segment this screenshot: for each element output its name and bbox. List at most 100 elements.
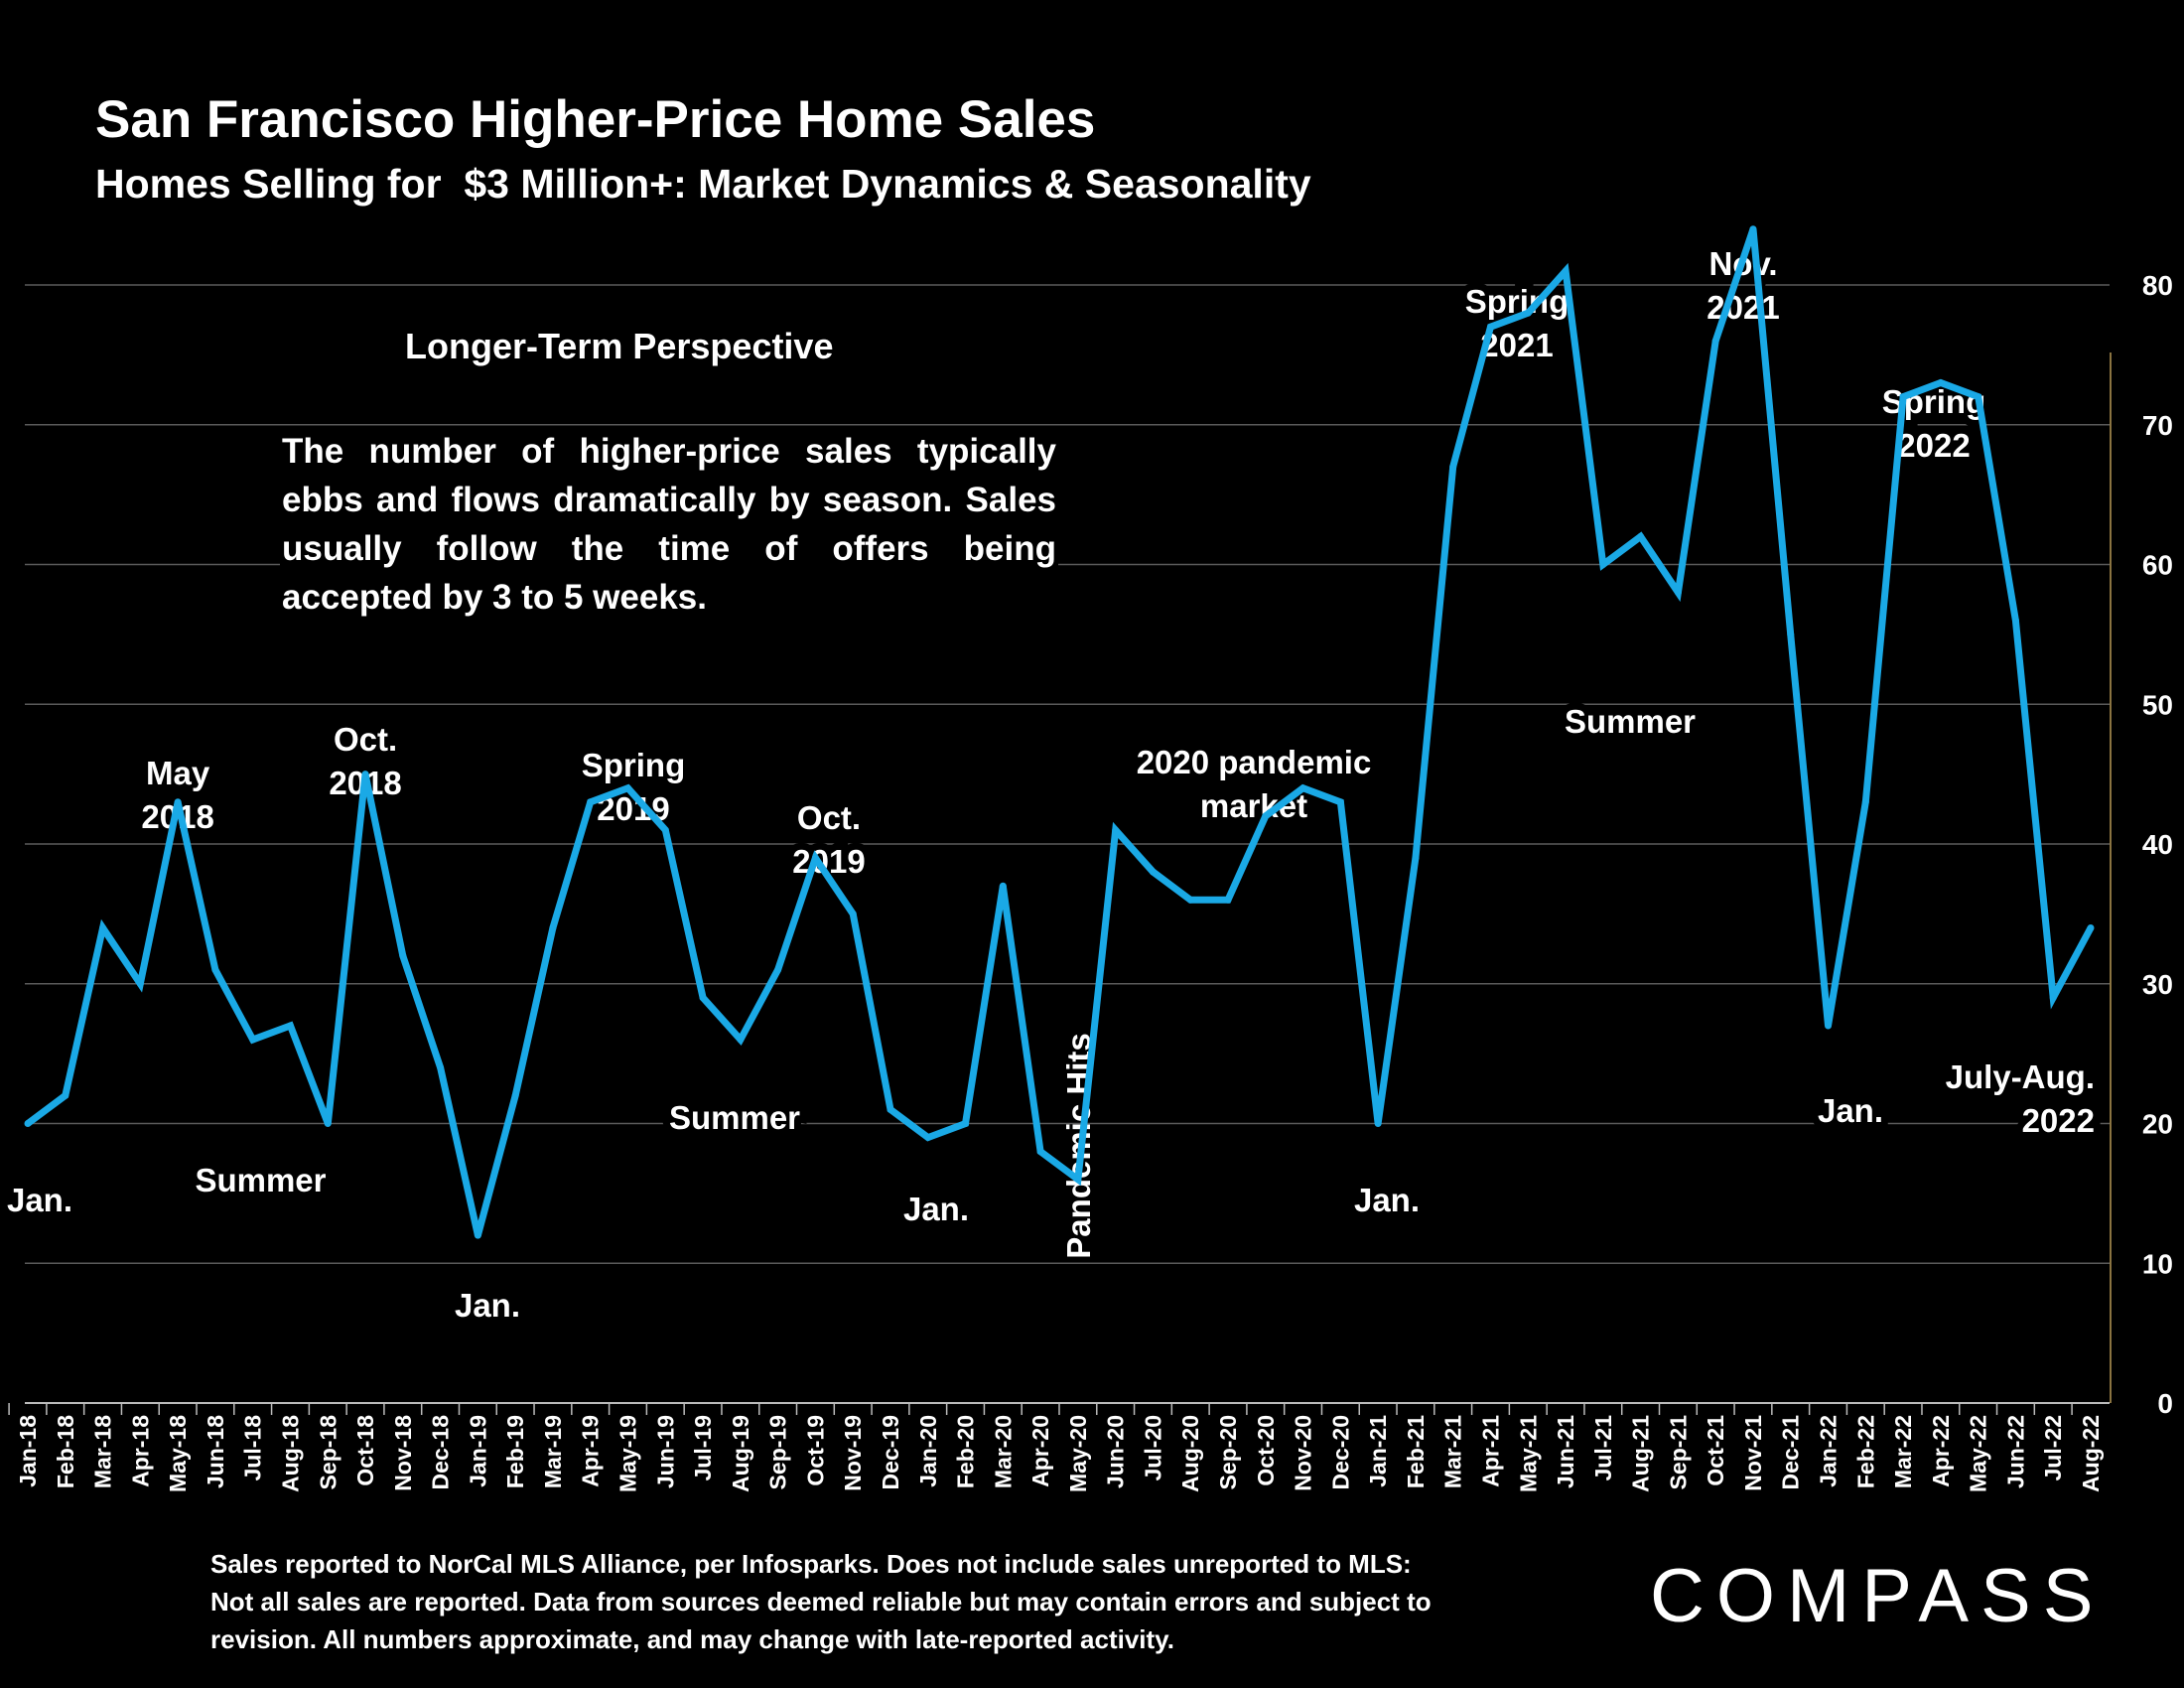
x-tick-label: Sep-21: [1665, 1415, 1691, 1490]
annotation-label: Jan.: [1818, 1092, 1883, 1129]
x-tick-label: Sep-18: [315, 1415, 341, 1490]
x-tick-label: Jul-21: [1590, 1415, 1616, 1481]
data-point: [549, 923, 557, 931]
data-point: [136, 980, 144, 988]
data-point: [249, 1036, 257, 1044]
x-tick-label: Feb-19: [502, 1415, 528, 1488]
data-point: [624, 784, 632, 792]
data-point: [999, 882, 1007, 890]
data-point: [1749, 225, 1757, 233]
data-point: [849, 910, 857, 917]
chart-subtitle: Homes Selling for $3 Million+: Market Dy…: [95, 161, 1311, 207]
data-point: [1449, 463, 1457, 471]
x-tick-label: Jul-19: [690, 1415, 716, 1480]
x-tick-label: Aug-21: [1628, 1415, 1654, 1492]
y-tick-label: 50: [2142, 689, 2173, 720]
data-point: [1861, 798, 1869, 806]
x-tick-label: Feb-18: [53, 1415, 78, 1488]
x-tick-label: Sep-20: [1215, 1415, 1241, 1489]
data-point: [2049, 994, 2057, 1002]
x-tick-label: Mar-19: [540, 1415, 566, 1488]
data-point: [962, 1120, 970, 1127]
x-tick-label: Apr-21: [1477, 1415, 1503, 1487]
data-point: [887, 1105, 894, 1113]
data-point: [1486, 323, 1494, 331]
annotation-label: Summer: [1565, 703, 1696, 740]
x-tick-label: Jan-19: [465, 1415, 490, 1487]
chart-title: San Francisco Higher-Price Home Sales: [95, 90, 1096, 149]
data-point: [924, 1134, 932, 1142]
x-tick-label: May-21: [1515, 1415, 1541, 1492]
x-tick-label: Apr-19: [578, 1415, 604, 1487]
data-point: [1562, 267, 1570, 275]
data-point: [286, 1022, 294, 1030]
data-point: [437, 1063, 445, 1071]
annotation-label: July-Aug.: [1946, 1058, 2095, 1095]
x-tick-label: Oct-18: [352, 1415, 378, 1486]
perspective-body: The number of higher-price sales typical…: [280, 427, 1058, 622]
data-point: [1374, 1120, 1382, 1127]
x-tick-label: Nov-21: [1740, 1415, 1766, 1491]
data-point: [661, 826, 669, 834]
annotation-label: 2022: [2022, 1102, 2095, 1139]
x-tick-label: Dec-19: [878, 1415, 903, 1489]
data-point: [1825, 1022, 1833, 1030]
x-tick-label: Nov-19: [840, 1415, 866, 1491]
data-point: [361, 771, 369, 778]
x-tick-label: Jul-18: [240, 1415, 266, 1481]
data-point: [1412, 854, 1420, 862]
x-tick-label: Sep-19: [765, 1415, 791, 1489]
data-point: [2087, 923, 2095, 931]
data-point: [811, 854, 819, 862]
x-tick-label: Jan-22: [1816, 1415, 1842, 1487]
x-tick-label: Aug-19: [728, 1415, 753, 1492]
data-point: [1937, 379, 1945, 387]
data-point: [324, 1120, 332, 1127]
x-tick-label: Mar-21: [1440, 1415, 1466, 1488]
data-point: [774, 966, 782, 974]
source-footnote: Sales reported to NorCal MLS Alliance, p…: [210, 1549, 1432, 1654]
x-tick-label: Jun-21: [1553, 1415, 1578, 1488]
data-point: [62, 1091, 69, 1099]
x-tick-label: Aug-22: [2078, 1415, 2104, 1492]
compass-logo: COMPASS: [1650, 1554, 2106, 1638]
x-tick-label: Jun-19: [652, 1415, 678, 1488]
y-tick-label: 20: [2142, 1109, 2173, 1140]
x-tick-label: Oct-20: [1253, 1415, 1279, 1486]
data-point: [211, 966, 219, 974]
annotation-label: 2020 pandemic: [1137, 744, 1372, 780]
data-point: [24, 1120, 32, 1127]
y-tick-label: 40: [2142, 829, 2173, 860]
annotation-label: Jan.: [455, 1287, 520, 1324]
x-tick-label: Feb-20: [953, 1415, 979, 1488]
annotation-label: May: [146, 755, 210, 791]
data-point: [99, 923, 107, 931]
x-tick-label: Jul-22: [2040, 1415, 2066, 1480]
annotation-label: Spring: [582, 747, 686, 783]
x-tick-label: Jan-20: [915, 1415, 941, 1487]
x-tick-label: Apr-20: [1027, 1415, 1053, 1487]
perspective-title: Longer-Term Perspective: [405, 326, 834, 366]
data-point: [474, 1231, 481, 1239]
x-tick-label: Jun-20: [1103, 1415, 1129, 1488]
x-tick-label: Nov-18: [390, 1415, 416, 1491]
data-point: [1599, 561, 1607, 568]
data-point: [1336, 798, 1344, 806]
x-tick-label: Jan-18: [15, 1415, 41, 1487]
annotation-label: Oct.: [334, 721, 397, 758]
annotation-label: Jan.: [7, 1182, 72, 1218]
x-tick-label: Mar-18: [90, 1415, 116, 1488]
annotation-label: Summer: [669, 1099, 800, 1136]
x-tick-label: Dec-20: [1327, 1415, 1353, 1489]
x-tick-label: Mar-22: [1890, 1415, 1916, 1488]
x-tick-label: Feb-21: [1403, 1415, 1429, 1488]
data-point: [511, 1091, 519, 1099]
annotation-label: Jan.: [903, 1191, 969, 1227]
data-point: [1112, 826, 1120, 834]
data-point: [1674, 589, 1682, 597]
annotation-label: 2022: [1897, 427, 1970, 464]
data-point: [1899, 393, 1907, 401]
x-tick-label: Dec-18: [428, 1415, 454, 1490]
